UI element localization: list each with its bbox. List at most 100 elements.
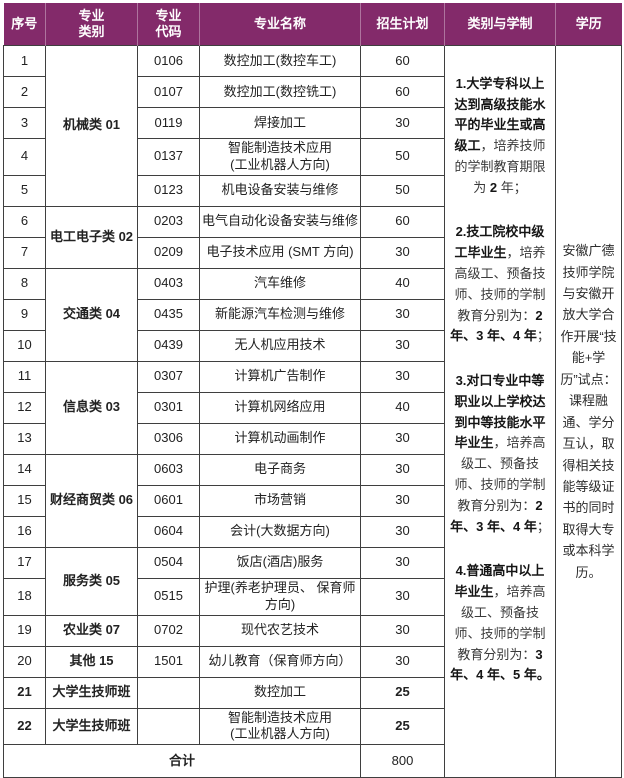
- cell-major-name: 电子技术应用 (SMT 方向): [199, 236, 361, 269]
- cell-enrollment-plan: 30: [360, 577, 445, 616]
- cell-enrollment-plan: 25: [360, 707, 445, 746]
- table-row: 7 0209 电子技术应用 (SMT 方向) 30: [3, 236, 622, 269]
- cell-major-category: 大学生技师班: [45, 676, 138, 709]
- cell-major-category: 信息类 03: [45, 360, 138, 455]
- cell-serial-number: 18: [3, 577, 46, 616]
- table-row: 5 0123 机电设备安装与维修 50: [3, 174, 622, 207]
- cell-serial-number: 14: [3, 453, 46, 486]
- cell-serial-number: 9: [3, 298, 46, 331]
- table-row: 11 信息类 03 0307 计算机广告制作 30: [3, 360, 622, 455]
- cell-enrollment-plan: 30: [360, 107, 445, 139]
- cell-major-name: 护理(养老护理员、 保育师方向): [199, 577, 361, 616]
- table-row: 21 大学生技师班 数控加工 25: [3, 676, 622, 709]
- schedule-note-paragraph: 4.普通高中以上毕业生，培养高级工、预备技师、技师的学制教育分别为：3 年、4 …: [450, 563, 550, 683]
- table-row: 17 服务类 05 0504 饭店(酒店)服务 30: [3, 546, 622, 616]
- cell-major-code: 0435: [137, 298, 200, 331]
- cell-enrollment-plan: 25: [360, 676, 445, 709]
- cell-major-code: [137, 707, 200, 746]
- table-row: 19 农业类 07 0702 现代农艺技术 30: [3, 614, 622, 647]
- cell-serial-number: 19: [3, 614, 46, 647]
- cell-major-code: 0137: [137, 138, 200, 176]
- cell-major-code: 0601: [137, 484, 200, 517]
- cell-serial-number: 7: [3, 236, 46, 269]
- cell-enrollment-plan: 60: [360, 205, 445, 238]
- cell-enrollment-plan: 60: [360, 45, 445, 77]
- cell-major-name: 智能制造技术应用 (工业机器人方向): [199, 138, 361, 176]
- schedule-note-paragraph: 3.对口专业中等职业以上学校达到中等技能水平毕业生，培养高级工、预备技师、技师的…: [450, 373, 550, 534]
- cell-major-code: 0307: [137, 360, 200, 393]
- cell-major-name: 汽车维修: [199, 267, 361, 300]
- cell-enrollment-plan: 30: [360, 453, 445, 486]
- cell-serial-number: 8: [3, 267, 46, 300]
- cell-serial-number: 2: [3, 76, 46, 108]
- schedule-notes: 1.大学专科以上达到高级技能水平的毕业生或高级工，培养技师的学制教育期限为 2 …: [450, 50, 550, 710]
- cell-serial-number: 22: [3, 707, 46, 746]
- cell-serial-number: 10: [3, 329, 46, 362]
- cell-major-name: 幼儿教育（保育师方向）: [199, 645, 361, 678]
- cell-serial-number: 11: [3, 360, 46, 393]
- cell-enrollment-plan: 30: [360, 546, 445, 579]
- cell-major-code: 0515: [137, 577, 200, 616]
- schedule-note-paragraph: 2.技工院校中级工毕业生，培养高级工、预备技师、技师的学制教育分别为：2 年、3…: [450, 224, 550, 344]
- cell-serial-number: 1: [3, 45, 46, 77]
- cell-serial-number: 6: [3, 205, 46, 238]
- cell-major-code: 0504: [137, 546, 200, 579]
- cell-major-name: 机电设备安装与维修: [199, 174, 361, 207]
- cell-serial-number: 15: [3, 484, 46, 517]
- cell-major-name: 数控加工: [199, 676, 361, 709]
- cell-enrollment-plan: 30: [360, 484, 445, 517]
- cell-major-name: 电气自动化设备安装与维修: [199, 205, 361, 238]
- cell-serial-number: 20: [3, 645, 46, 678]
- schedule-notes-cell: 1.大学专科以上达到高级技能水平的毕业生或高级工，培养技师的学制教育期限为 2 …: [444, 44, 556, 778]
- cell-serial-number: 5: [3, 174, 46, 207]
- cell-enrollment-plan: 30: [360, 645, 445, 678]
- enrollment-table-body: 1 机械类 01 0106 数控加工(数控车工) 60 1.大学专科以上达到高级技能水平的…: [3, 44, 622, 778]
- cell-serial-number: 3: [3, 107, 46, 139]
- cell-enrollment-plan: 30: [360, 360, 445, 393]
- total-label: 合计: [3, 744, 361, 778]
- cell-major-code: 0106: [137, 45, 200, 77]
- cell-serial-number: 21: [3, 676, 46, 709]
- cell-major-name: 计算机广告制作: [199, 360, 361, 393]
- header-category-schedule: 类别与学制: [444, 3, 556, 46]
- cell-major-category: 财经商贸类 06: [45, 453, 138, 548]
- table-row: 3 0119 焊接加工 30: [3, 107, 622, 139]
- table-row: 12 0301 计算机网络应用 40: [3, 391, 622, 424]
- cell-major-category: 农业类 07: [45, 614, 138, 647]
- header-row: 序号 专业 类别 专业 代码 专业名称 招生计划 类别与学制 学历: [3, 3, 622, 46]
- table-row: 8 交通类 04 0403 汽车维修 40: [3, 267, 622, 362]
- cell-major-code: 0119: [137, 107, 200, 139]
- cell-major-category: 服务类 05: [45, 546, 138, 616]
- table-row: 20 其他 15 1501 幼儿教育（保育师方向） 30: [3, 645, 622, 678]
- cell-major-category: 交通类 04: [45, 267, 138, 362]
- cell-major-code: 0123: [137, 174, 200, 207]
- header-major-category: 专业 类别: [45, 3, 138, 46]
- cell-major-code: 0301: [137, 391, 200, 424]
- total-enrollment-value: 800: [360, 744, 445, 778]
- cell-major-code: 0702: [137, 614, 200, 647]
- table-row: 9 0435 新能源汽车检测与维修 30: [3, 298, 622, 331]
- cell-major-code: 0306: [137, 422, 200, 455]
- cell-major-name: 计算机网络应用: [199, 391, 361, 424]
- cell-major-code: 0209: [137, 236, 200, 269]
- cell-major-code: 0403: [137, 267, 200, 300]
- header-serial-number: 序号: [3, 3, 46, 46]
- table-row: 1 机械类 01 0106 数控加工(数控车工) 60 1.大学专科以上达到高级技能水平的…: [3, 44, 622, 778]
- cell-major-code: 0603: [137, 453, 200, 486]
- enrollment-plan-table: 序号 专业 类别 专业 代码 专业名称 招生计划 类别与学制 学历 1 机械类 0…: [3, 3, 622, 778]
- cell-major-name: 计算机动画制作: [199, 422, 361, 455]
- cell-major-name: 无人机应用技术: [199, 329, 361, 362]
- table-row: 6 电工电子类 02 0203 电气自动化设备安装与维修 60: [3, 205, 622, 269]
- degree-text: 安徽广德技师学院与安徽开放大学合作开展“技能+学历”试点：课程融通、学分互认，取…: [560, 243, 617, 580]
- cell-major-code: 0604: [137, 515, 200, 548]
- cell-major-category: 大学生技师班: [45, 707, 138, 746]
- cell-major-category: 其他 15: [45, 645, 138, 678]
- header-major-code: 专业 代码: [137, 3, 200, 46]
- cell-major-name: 数控加工(数控铣工): [199, 76, 361, 108]
- header-degree: 学历: [555, 3, 622, 46]
- cell-major-name: 新能源汽车检测与维修: [199, 298, 361, 331]
- cell-enrollment-plan: 30: [360, 236, 445, 269]
- cell-enrollment-plan: 50: [360, 174, 445, 207]
- cell-serial-number: 16: [3, 515, 46, 548]
